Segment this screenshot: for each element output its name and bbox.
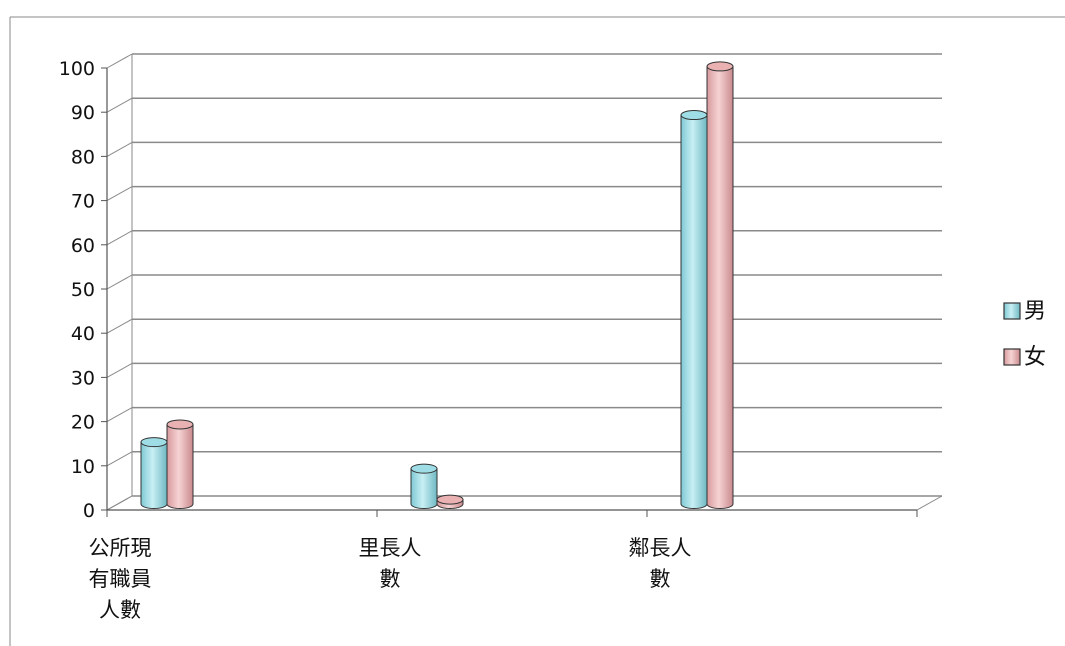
gridline-diag: [106, 274, 133, 290]
grid-layer: [106, 53, 943, 511]
y-tick-label: 30: [71, 367, 95, 389]
bar-body: [706, 65, 734, 509]
y-tick-label: 60: [71, 235, 95, 257]
bar-body: [410, 468, 438, 509]
x-category-label: 鄰長人數: [629, 536, 692, 591]
bar: [680, 110, 708, 509]
gridline-diag: [106, 451, 133, 467]
bar: [166, 419, 194, 509]
y-tick-label: 40: [71, 323, 95, 345]
axis-layer: 0 10 20 30 40 50 60 70 80 90 100 公所現有職員人數 里長人數 鄰長人數: [59, 58, 918, 622]
gridline-diag: [106, 141, 133, 157]
gridline-diag: [106, 230, 133, 246]
bar-top: [166, 419, 194, 430]
bar-top: [436, 494, 464, 505]
legend-swatch: [1003, 302, 1021, 320]
floor-right-edge: [916, 495, 943, 511]
bar-body: [680, 114, 708, 509]
bar-body: [166, 423, 194, 509]
bar: [706, 61, 734, 509]
gridline-diag: [106, 186, 133, 202]
gridline-diag: [106, 407, 133, 423]
y-tick-label: 100: [59, 58, 95, 80]
bar: [410, 463, 438, 509]
gridline-diag: [106, 495, 133, 511]
x-category-label: 公所現有職員人數: [89, 536, 152, 622]
legend-label: 女: [1024, 345, 1046, 370]
gridline-diag: [106, 97, 133, 113]
legend-item: 女: [1003, 345, 1046, 370]
bar-top: [410, 463, 438, 474]
y-tick-label: 0: [83, 500, 95, 522]
bar-top: [706, 61, 734, 72]
legend-label: 男: [1024, 299, 1046, 324]
bars-layer: [140, 61, 734, 509]
bar-top: [140, 437, 168, 448]
gridline-diag: [106, 362, 133, 378]
gridline-diag: [106, 318, 133, 334]
y-tick-label: 20: [71, 412, 95, 434]
legend: 男女: [1003, 299, 1046, 370]
legend-swatch: [1003, 348, 1021, 366]
y-tick-label: 10: [71, 456, 95, 478]
legend-item: 男: [1003, 299, 1046, 324]
bar: [140, 437, 168, 509]
y-tick-label: 50: [71, 279, 95, 301]
y-tick-label: 80: [71, 146, 95, 168]
bar-top: [680, 110, 708, 121]
y-tick-label: 90: [71, 102, 95, 124]
bar-body: [140, 441, 168, 509]
gridline-diag: [106, 53, 133, 69]
x-category-label: 里長人數: [359, 536, 422, 591]
y-tick-label: 70: [71, 191, 95, 213]
bar: [436, 494, 464, 509]
